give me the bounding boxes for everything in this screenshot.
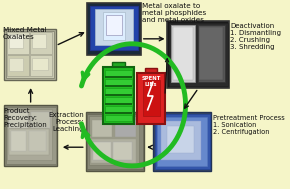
- Bar: [155, 114, 210, 169]
- Bar: [8, 109, 52, 160]
- Bar: [30, 55, 52, 76]
- Text: Mixed Metal
Oxalates: Mixed Metal Oxalates: [3, 27, 47, 40]
- Bar: [29, 131, 46, 151]
- Text: Product
Recovery:
Precipitation: Product Recovery: Precipitation: [3, 108, 47, 128]
- Bar: [4, 29, 56, 80]
- Bar: [173, 27, 193, 80]
- Bar: [103, 67, 134, 124]
- Bar: [9, 58, 23, 71]
- Bar: [142, 80, 160, 116]
- Bar: [9, 129, 49, 155]
- Bar: [105, 115, 132, 121]
- Bar: [90, 6, 138, 50]
- Bar: [89, 116, 139, 165]
- Bar: [145, 68, 157, 73]
- Bar: [105, 76, 132, 78]
- Bar: [9, 112, 28, 128]
- Bar: [169, 23, 228, 86]
- Bar: [95, 9, 133, 45]
- Bar: [93, 142, 111, 160]
- Bar: [105, 88, 132, 94]
- Bar: [103, 12, 125, 40]
- Bar: [88, 114, 142, 169]
- Bar: [32, 58, 48, 70]
- Bar: [32, 34, 46, 48]
- Bar: [6, 31, 54, 78]
- Bar: [92, 120, 113, 137]
- Bar: [31, 112, 50, 128]
- Text: SPENT: SPENT: [142, 76, 161, 81]
- Bar: [9, 34, 23, 48]
- Bar: [197, 25, 225, 82]
- Bar: [105, 70, 132, 76]
- Bar: [105, 106, 132, 112]
- Bar: [91, 139, 136, 163]
- Bar: [106, 15, 122, 35]
- Bar: [86, 112, 144, 171]
- Bar: [153, 112, 211, 171]
- Bar: [7, 55, 29, 76]
- Bar: [157, 117, 207, 166]
- Bar: [30, 32, 52, 54]
- Bar: [171, 25, 195, 82]
- Text: Pretreatment Process
1. Sonication
2. Centrifugation: Pretreatment Process 1. Sonication 2. Ce…: [213, 115, 285, 135]
- Bar: [162, 121, 201, 160]
- Bar: [113, 142, 132, 160]
- Bar: [105, 79, 132, 85]
- Bar: [105, 112, 132, 114]
- Bar: [6, 107, 56, 164]
- Text: LIBs: LIBs: [145, 82, 157, 87]
- Bar: [115, 120, 136, 137]
- Text: Metal oxalate to
metal phosphides
and metal oxides: Metal oxalate to metal phosphides and me…: [142, 3, 206, 23]
- Bar: [105, 94, 132, 96]
- Bar: [105, 85, 132, 87]
- Text: Deactivation
1. Dismantling
2. Crushing
3. Shredding: Deactivation 1. Dismantling 2. Crushing …: [230, 23, 281, 50]
- Bar: [105, 103, 132, 105]
- Bar: [88, 3, 141, 55]
- Bar: [112, 63, 125, 67]
- Bar: [105, 97, 132, 103]
- Bar: [199, 27, 223, 80]
- Text: Extraction
Process:
Leaching: Extraction Process: Leaching: [48, 112, 84, 132]
- Bar: [168, 21, 229, 88]
- Bar: [4, 105, 57, 166]
- Bar: [167, 125, 194, 153]
- Bar: [11, 131, 26, 151]
- Bar: [137, 73, 165, 124]
- Bar: [7, 32, 29, 54]
